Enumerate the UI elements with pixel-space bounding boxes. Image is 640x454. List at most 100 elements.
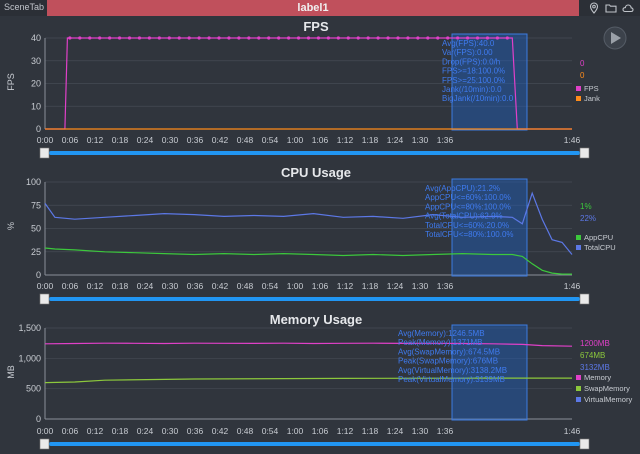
x-tick-label: 1:30: [412, 426, 429, 436]
x-tick-label: 0:54: [262, 281, 279, 291]
x-tick-label: 0:06: [62, 135, 79, 145]
selection-region[interactable]: [451, 178, 528, 277]
range-handle-right[interactable]: [579, 147, 590, 159]
x-tick-label: 0:06: [62, 281, 79, 291]
data-point: [88, 36, 92, 40]
stat-line: Var(FPS):0.00: [442, 48, 493, 57]
data-point: [475, 36, 480, 40]
x-tick-label: 0:06: [62, 426, 79, 436]
x-tick-label: 1:46: [564, 426, 581, 436]
x-tick-label: 0:42: [212, 135, 229, 145]
x-tick-label: 0:36: [187, 281, 204, 291]
legend-swatch: [576, 245, 581, 250]
y-tick-label: 0: [36, 124, 41, 134]
data-point: [426, 36, 430, 40]
x-tick-label: 1:12: [337, 281, 354, 291]
data-point: [505, 36, 509, 40]
data-point: [207, 36, 211, 40]
play-icon[interactable]: [611, 32, 621, 44]
range-handle-right[interactable]: [579, 438, 590, 450]
x-tick-label: 0:30: [162, 135, 179, 145]
x-tick-label: 0:30: [162, 281, 179, 291]
cloud-icon[interactable]: [622, 2, 634, 14]
x-tick-label: 1:12: [337, 426, 354, 436]
y-tick-label: 100: [26, 177, 41, 187]
stat-line: Peak(Memory):1371MB: [398, 338, 482, 347]
series-line-appcpu: [44, 247, 572, 275]
data-point: [167, 36, 171, 40]
stat-line: Avg(SwapMemory):674.5MB: [398, 347, 500, 356]
series-line-swapmemory: [44, 377, 572, 384]
range-handle-right[interactable]: [579, 293, 590, 305]
stat-line: Jank(/10min):0.0: [442, 85, 502, 94]
y-tick-label: 30: [31, 56, 41, 66]
range-scrollbar-track[interactable]: [49, 442, 580, 446]
stat-line: Avg(FPS):40.0: [442, 39, 495, 48]
series-line-totalcpu: [44, 191, 573, 255]
y-tick-label: 25: [31, 247, 41, 257]
data-point: [416, 36, 420, 40]
chart-title: FPS: [303, 19, 329, 34]
stat-line: BigJank(/10min):0.0: [442, 94, 514, 103]
range-handle-left[interactable]: [39, 147, 50, 159]
data-point: [68, 36, 72, 40]
x-tick-label: 0:18: [112, 135, 129, 145]
series-line-memory: [44, 342, 573, 347]
data-point: [366, 36, 370, 40]
data-point: [316, 36, 321, 40]
stat-line: Peak(VirtualMemory):3139MB: [398, 375, 505, 384]
x-tick-label: 0:12: [87, 135, 104, 145]
x-tick-label: 0:00: [37, 281, 54, 291]
x-tick-label: 0:54: [262, 426, 279, 436]
x-tick-label: 0:00: [37, 135, 54, 145]
data-point: [396, 36, 400, 40]
legend-value: 3132MB: [580, 363, 610, 372]
x-tick-label: 0:48: [237, 426, 254, 436]
x-tick-label: 0:12: [87, 281, 104, 291]
data-point: [147, 36, 152, 40]
legend-value: 674MB: [580, 351, 605, 360]
x-tick-label: 1:06: [312, 281, 329, 291]
y-tick-label: 0: [36, 270, 41, 280]
data-point: [485, 36, 490, 40]
legend-label: AppCPU: [584, 233, 613, 242]
legend-swatch: [576, 235, 581, 240]
x-tick-label: 0:48: [237, 135, 254, 145]
legend-value: 0: [580, 59, 585, 68]
x-tick-label: 1:30: [412, 281, 429, 291]
x-tick-label: 0:36: [187, 135, 204, 145]
x-tick-label: 0:54: [262, 135, 279, 145]
range-handle-left[interactable]: [39, 293, 50, 305]
x-tick-label: 0:24: [137, 426, 154, 436]
x-tick-label: 1:36: [437, 281, 454, 291]
x-tick-label: 0:36: [187, 426, 204, 436]
folder-icon[interactable]: [605, 2, 617, 14]
range-handle-left[interactable]: [39, 438, 50, 450]
legend-label: VirtualMemory: [584, 395, 632, 404]
chart-title: Memory Usage: [270, 312, 362, 327]
data-point: [127, 36, 132, 40]
location-icon[interactable]: [588, 2, 600, 14]
x-tick-label: 1:12: [337, 135, 354, 145]
data-point: [137, 36, 142, 40]
range-scrollbar-track[interactable]: [49, 151, 580, 155]
y-tick-label: 1,500: [18, 323, 41, 333]
data-point: [326, 36, 330, 40]
data-point: [177, 36, 181, 40]
data-point: [465, 36, 470, 40]
data-point: [227, 36, 231, 40]
x-tick-label: 1:24: [387, 426, 404, 436]
range-scrollbar-track[interactable]: [49, 297, 580, 301]
x-tick-label: 1:18: [362, 281, 379, 291]
stat-line: Drop(FPS):0.0/h: [442, 57, 500, 66]
legend-swatch: [576, 386, 581, 391]
legend-value: 22%: [580, 214, 596, 223]
y-tick-label: 10: [31, 101, 41, 111]
stat-line: FPS>=18:100.0%: [442, 67, 505, 76]
stat-line: FPS>=25:100.0%: [442, 76, 505, 85]
label-tab[interactable]: label1: [47, 0, 579, 16]
data-point: [157, 36, 161, 40]
data-point: [187, 36, 191, 40]
x-tick-label: 0:24: [137, 135, 154, 145]
selection-region[interactable]: [451, 324, 528, 421]
